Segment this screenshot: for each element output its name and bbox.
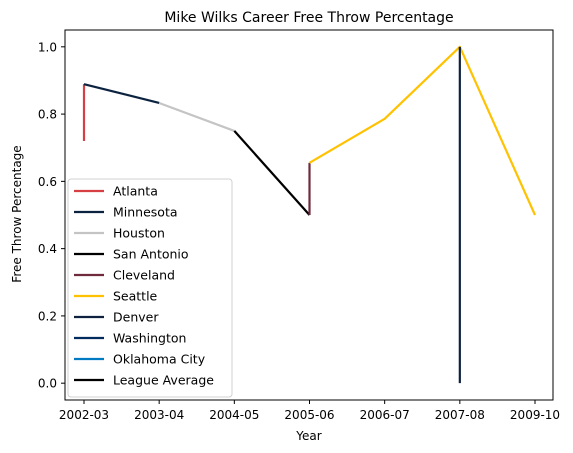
series-line-houston (158, 101, 235, 132)
legend-label: League Average (113, 373, 214, 388)
legend-label: Atlanta (113, 184, 158, 199)
x-tick-label: 2007-08 (435, 408, 485, 422)
x-axis-label: Year (295, 429, 321, 443)
x-tick-label: 2009-10 (510, 408, 560, 422)
x-tick-label: 2006-07 (360, 408, 410, 422)
legend-label: Cleveland (113, 268, 175, 283)
y-tick-label: 0.2 (38, 309, 57, 323)
legend-label: Oklahoma City (113, 352, 206, 367)
chart-title: Mike Wilks Career Free Throw Percentage (164, 10, 453, 26)
series-line-san-antonio (233, 130, 311, 216)
plot-area (82, 45, 537, 384)
x-tick-label: 2003-04 (134, 408, 184, 422)
y-tick-label: 0.6 (38, 175, 57, 189)
series-line-seattle (308, 45, 537, 216)
legend-label: San Antonio (113, 247, 189, 262)
legend-label: Minnesota (113, 205, 178, 220)
series-line-minnesota (83, 83, 160, 105)
x-tick-label: 2002-03 (59, 408, 109, 422)
legend: Atlanta Minnesota Houston San Antonio Clevel… (67, 178, 233, 398)
x-tick-label: 2005-06 (284, 408, 334, 422)
legend-label: Denver (113, 310, 159, 325)
y-tick-label: 1.0 (38, 40, 57, 54)
y-tick-label: 0.8 (38, 108, 57, 122)
legend-label: Washington (113, 331, 186, 346)
legend-label: Houston (113, 226, 165, 241)
y-tick-label: 0.4 (38, 242, 57, 256)
x-tick-label: 2004-05 (209, 408, 259, 422)
legend-box (67, 178, 233, 398)
axes: 2002-03 2003-04 2004-05 2005-06 2006-07 2007-… (38, 40, 560, 422)
y-tick-label: 0.0 (38, 377, 57, 391)
legend-label: Seattle (113, 289, 158, 304)
y-axis-label: Free Throw Percentage (10, 145, 24, 282)
